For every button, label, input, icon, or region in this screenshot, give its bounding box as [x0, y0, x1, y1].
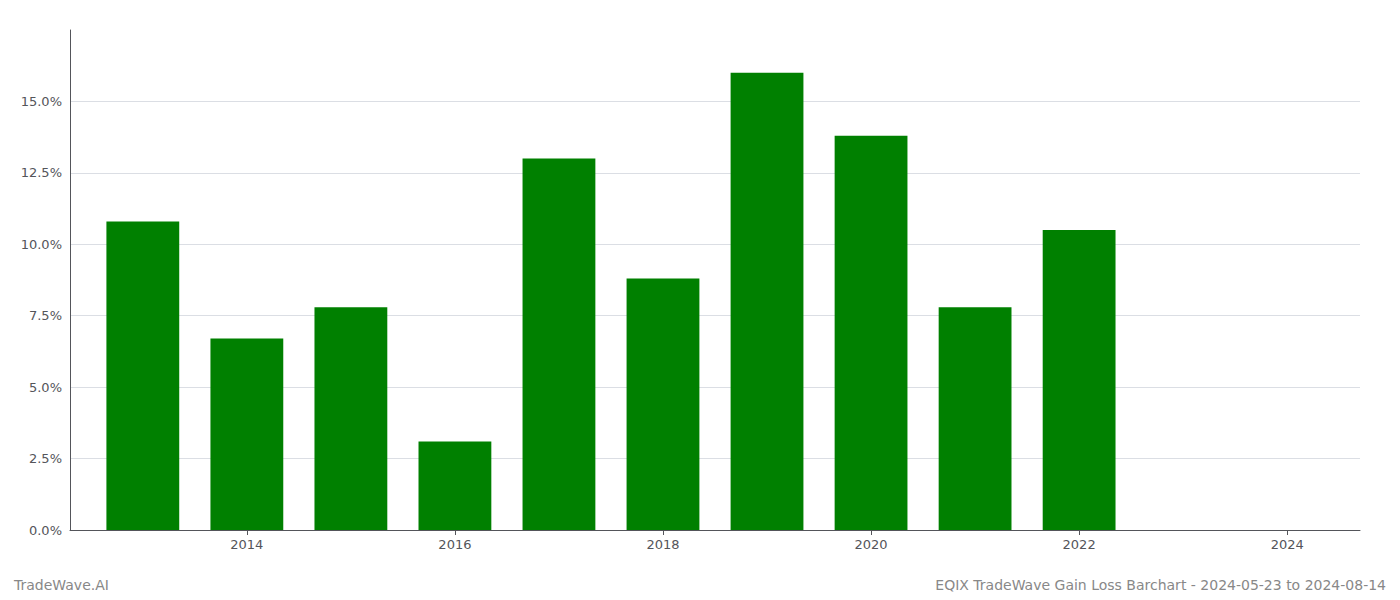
svg-text:2024: 2024 — [1271, 537, 1304, 552]
svg-text:15.0%: 15.0% — [21, 94, 62, 109]
svg-text:2016: 2016 — [438, 537, 471, 552]
svg-text:2020: 2020 — [855, 537, 888, 552]
svg-text:0.0%: 0.0% — [29, 523, 62, 538]
svg-text:2014: 2014 — [230, 537, 263, 552]
svg-text:TradeWave.AI: TradeWave.AI — [13, 577, 109, 593]
svg-text:2.5%: 2.5% — [29, 451, 62, 466]
svg-text:10.0%: 10.0% — [21, 237, 62, 252]
svg-text:2022: 2022 — [1063, 537, 1096, 552]
svg-text:EQIX TradeWave Gain Loss Barch: EQIX TradeWave Gain Loss Barchart - 2024… — [935, 577, 1386, 593]
svg-text:5.0%: 5.0% — [29, 380, 62, 395]
svg-text:12.5%: 12.5% — [21, 165, 62, 180]
svg-text:2018: 2018 — [646, 537, 679, 552]
svg-text:7.5%: 7.5% — [29, 308, 62, 323]
